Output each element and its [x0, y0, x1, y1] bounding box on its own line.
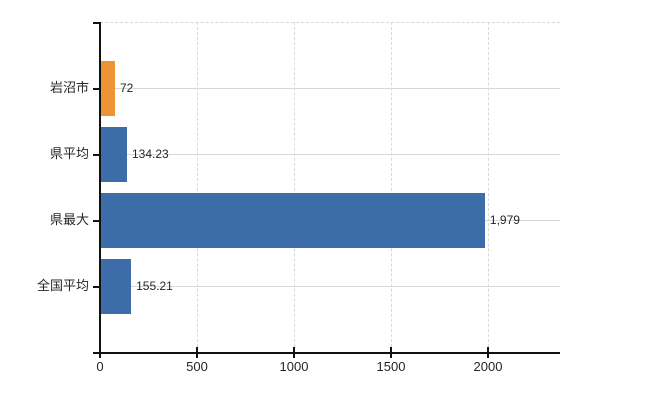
x-tick-label: 0 [96, 359, 104, 374]
y-axis [99, 22, 101, 353]
vertical-gridline [197, 22, 198, 352]
x-tick-label: 2000 [473, 359, 503, 374]
x-axis-tick [99, 347, 101, 358]
y-axis-tick [93, 88, 100, 90]
y-axis-tick [93, 286, 100, 288]
category-label: 県最大 [49, 212, 89, 227]
bar-value-label: 155.21 [136, 279, 173, 293]
category-label: 岩沼市 [49, 80, 89, 95]
bar-value-label: 72 [120, 81, 134, 95]
category-label: 全国平均 [36, 278, 89, 293]
bar-value-label: 134.23 [132, 147, 169, 161]
horizontal-gridline [100, 286, 560, 287]
x-axis-tick [487, 347, 489, 358]
horizontal-gridline [100, 154, 560, 155]
x-tick-label: 1500 [376, 359, 406, 374]
x-tick-label: 1000 [279, 359, 309, 374]
y-axis-tick [93, 154, 100, 156]
x-axis-tick [196, 347, 198, 358]
bar-3 [101, 192, 485, 248]
vertical-gridline [391, 22, 392, 352]
x-axis [99, 352, 560, 354]
y-axis-tick [93, 352, 100, 354]
bar-1 [101, 60, 115, 116]
x-axis-tick [293, 347, 295, 358]
y-axis-tick [93, 22, 100, 24]
vertical-gridline [294, 22, 295, 352]
horizontal-gridline [100, 88, 560, 89]
vertical-gridline [488, 22, 489, 352]
plot-area: 72 134.23 1,979 155.21 [100, 22, 560, 352]
x-tick-label: 500 [186, 359, 208, 374]
plot-top-border [100, 22, 560, 23]
x-axis-tick [390, 347, 392, 358]
bar-2 [101, 126, 127, 182]
bar-value-label: 1,979 [489, 213, 520, 227]
y-axis-tick [93, 220, 100, 222]
category-label: 県平均 [49, 146, 89, 161]
bar-4 [101, 258, 132, 314]
